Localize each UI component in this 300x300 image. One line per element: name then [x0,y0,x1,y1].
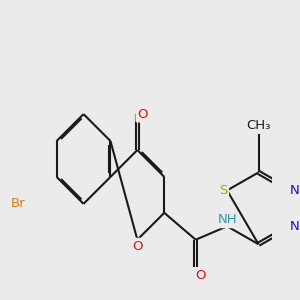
Text: O: O [196,269,206,282]
Text: CH₃: CH₃ [246,119,271,132]
Text: O: O [137,108,148,121]
Text: NH: NH [217,213,237,226]
Text: N: N [290,184,300,197]
Text: NH: NH [217,213,237,226]
Text: O: O [132,240,142,253]
Text: O: O [137,108,148,121]
Text: N: N [290,220,300,233]
Text: O: O [132,240,142,253]
Text: CH₃: CH₃ [246,119,271,132]
Text: S: S [219,184,227,197]
Text: N: N [290,184,300,197]
Text: Br: Br [11,197,25,210]
Text: S: S [219,184,227,197]
Text: N: N [290,220,300,233]
Text: O: O [196,269,206,282]
Text: Br: Br [11,197,25,210]
